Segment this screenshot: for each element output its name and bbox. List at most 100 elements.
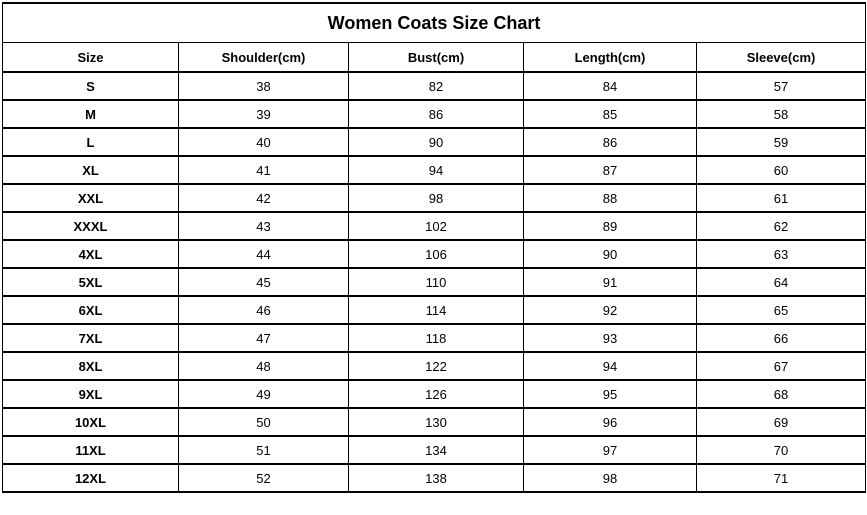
value-cell: 86 <box>523 127 697 157</box>
value-cell: 66 <box>695 323 867 353</box>
value-cell: 84 <box>523 71 697 101</box>
value-cell: 43 <box>178 211 349 241</box>
size-cell: 6XL <box>2 295 179 325</box>
table-row: 4XL 44 106 90 63 <box>2 239 867 269</box>
value-cell: 41 <box>178 155 349 185</box>
value-cell: 63 <box>695 239 867 269</box>
value-cell: 58 <box>695 99 867 129</box>
value-cell: 85 <box>523 99 697 129</box>
value-cell: 38 <box>178 71 349 101</box>
table-row: XXXL 43 102 89 62 <box>2 211 867 241</box>
value-cell: 62 <box>695 211 867 241</box>
value-cell: 42 <box>178 183 349 213</box>
value-cell: 45 <box>178 267 349 297</box>
value-cell: 94 <box>523 351 697 381</box>
table-row: S 38 82 84 57 <box>2 71 867 101</box>
table-row: 8XL 48 122 94 67 <box>2 351 867 381</box>
value-cell: 110 <box>348 267 524 297</box>
value-cell: 60 <box>695 155 867 185</box>
column-header-bust: Bust(cm) <box>348 42 524 73</box>
value-cell: 40 <box>178 127 349 157</box>
table-row: 10XL 50 130 96 69 <box>2 407 867 437</box>
value-cell: 98 <box>523 463 697 493</box>
value-cell: 82 <box>348 71 524 101</box>
page-title: Women Coats Size Chart <box>1 2 867 43</box>
size-chart-table: Women Coats Size Chart Size Shoulder(cm)… <box>1 2 867 493</box>
value-cell: 134 <box>348 435 524 465</box>
value-cell: 96 <box>523 407 697 437</box>
value-cell: 69 <box>695 407 867 437</box>
size-cell: M <box>2 99 179 129</box>
column-header-size: Size <box>2 42 179 73</box>
table-row: 9XL 49 126 95 68 <box>2 379 867 409</box>
value-cell: 90 <box>348 127 524 157</box>
value-cell: 70 <box>695 435 867 465</box>
value-cell: 102 <box>348 211 524 241</box>
title-row: Women Coats Size Chart <box>1 2 867 43</box>
size-cell: XXL <box>2 183 179 213</box>
size-cell: 9XL <box>2 379 179 409</box>
table-row: 11XL 51 134 97 70 <box>2 435 867 465</box>
table-row: 6XL 46 114 92 65 <box>2 295 867 325</box>
size-cell: 12XL <box>2 463 179 493</box>
value-cell: 97 <box>523 435 697 465</box>
table-row: XXL 42 98 88 61 <box>2 183 867 213</box>
value-cell: 89 <box>523 211 697 241</box>
value-cell: 114 <box>348 295 524 325</box>
size-cell: 4XL <box>2 239 179 269</box>
value-cell: 106 <box>348 239 524 269</box>
value-cell: 71 <box>695 463 867 493</box>
value-cell: 95 <box>523 379 697 409</box>
size-cell: 11XL <box>2 435 179 465</box>
value-cell: 94 <box>348 155 524 185</box>
table-row: 5XL 45 110 91 64 <box>2 267 867 297</box>
size-cell: L <box>2 127 179 157</box>
value-cell: 130 <box>348 407 524 437</box>
value-cell: 98 <box>348 183 524 213</box>
size-cell: 8XL <box>2 351 179 381</box>
column-header-sleeve: Sleeve(cm) <box>695 42 867 73</box>
size-cell: 7XL <box>2 323 179 353</box>
value-cell: 126 <box>348 379 524 409</box>
header-row: Size Shoulder(cm) Bust(cm) Length(cm) Sl… <box>2 42 867 73</box>
value-cell: 90 <box>523 239 697 269</box>
size-cell: S <box>2 71 179 101</box>
size-table-body: S 38 82 84 57 M 39 86 85 58 L 40 90 86 59 XL 41 94 87 60 XXL… <box>2 71 867 493</box>
value-cell: 46 <box>178 295 349 325</box>
table-row: XL 41 94 87 60 <box>2 155 867 185</box>
value-cell: 138 <box>348 463 524 493</box>
value-cell: 44 <box>178 239 349 269</box>
value-cell: 61 <box>695 183 867 213</box>
size-cell: XXXL <box>2 211 179 241</box>
value-cell: 47 <box>178 323 349 353</box>
size-cell: 5XL <box>2 267 179 297</box>
value-cell: 59 <box>695 127 867 157</box>
value-cell: 49 <box>178 379 349 409</box>
value-cell: 87 <box>523 155 697 185</box>
value-cell: 51 <box>178 435 349 465</box>
column-header-shoulder: Shoulder(cm) <box>178 42 349 73</box>
value-cell: 57 <box>695 71 867 101</box>
size-cell: 10XL <box>2 407 179 437</box>
value-cell: 88 <box>523 183 697 213</box>
value-cell: 67 <box>695 351 867 381</box>
value-cell: 93 <box>523 323 697 353</box>
value-cell: 86 <box>348 99 524 129</box>
value-cell: 92 <box>523 295 697 325</box>
column-header-length: Length(cm) <box>523 42 697 73</box>
value-cell: 48 <box>178 351 349 381</box>
table-row: L 40 90 86 59 <box>2 127 867 157</box>
value-cell: 91 <box>523 267 697 297</box>
value-cell: 118 <box>348 323 524 353</box>
size-cell: XL <box>2 155 179 185</box>
value-cell: 65 <box>695 295 867 325</box>
value-cell: 39 <box>178 99 349 129</box>
table-row: M 39 86 85 58 <box>2 99 867 129</box>
value-cell: 50 <box>178 407 349 437</box>
value-cell: 68 <box>695 379 867 409</box>
table-row: 7XL 47 118 93 66 <box>2 323 867 353</box>
table-row: 12XL 52 138 98 71 <box>2 463 867 493</box>
value-cell: 64 <box>695 267 867 297</box>
value-cell: 52 <box>178 463 349 493</box>
